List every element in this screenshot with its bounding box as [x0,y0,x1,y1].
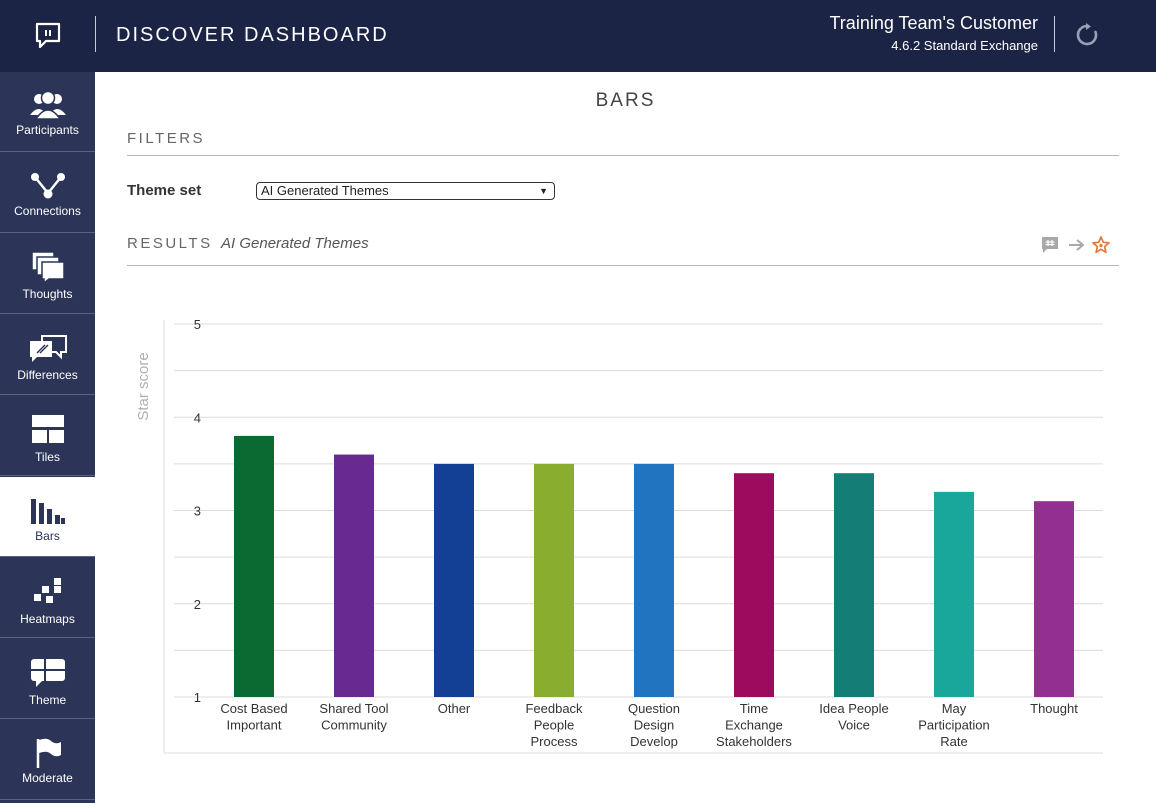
bar[interactable] [434,463,474,697]
sidebar-item-label: Heatmaps [20,612,75,626]
app-logo[interactable] [0,0,95,72]
x-tick-label: Question [628,701,680,716]
theme-set-select[interactable]: AI Generated Themes ▼ [256,182,555,200]
differences-icon [0,329,95,367]
bar-chart: 1 2 3 4 5 Star score Cost Based Important Shared… [135,317,1103,754]
people-icon [0,86,95,124]
x-tick-label: Time [740,701,768,716]
chat-bubble-icon [35,22,60,49]
y-tick-label: 1 [194,690,201,705]
flag-icon [0,734,95,772]
sidebar-item-thoughts[interactable]: Thoughts [0,234,95,314]
comment-button[interactable] [1040,235,1060,255]
app-title: DISCOVER DASHBOARD [116,24,389,46]
export-button[interactable] [1066,235,1086,255]
x-tick-label: Cost Based [220,701,287,716]
header-divider [95,16,96,52]
bar[interactable] [234,435,274,697]
y-tick-label: 2 [194,597,201,612]
sidebar-item-bars[interactable]: Bars [0,477,95,557]
filters-divider [127,155,1119,156]
sidebar-item-theme[interactable]: Theme [0,639,95,719]
bar[interactable] [934,491,974,697]
bar[interactable] [534,463,574,697]
header-divider-right [1054,16,1055,52]
x-tick-label: Stakeholders [716,734,792,749]
x-tick-label: Design [634,718,674,733]
bar[interactable] [734,473,774,697]
sidebar-item-moderate[interactable]: Moderate [0,720,95,800]
sidebar-item-connections[interactable]: Connections [0,153,95,233]
x-tick-label: Other [438,701,471,716]
page-title: BARS [595,90,656,111]
bars-icon [0,491,95,529]
sidebar-item-label: Differences [17,368,78,382]
x-tick-label: Shared Tool [319,701,388,716]
x-tick-label: Thought [1030,701,1078,716]
theme-set-value: AI Generated Themes [261,183,389,198]
sidebar-item-tiles[interactable]: Tiles [0,396,95,476]
theme-icon [0,653,95,691]
sidebar-item-heatmaps[interactable]: Heatmaps [0,558,95,638]
x-tick-label: Feedback [525,701,583,716]
arrow-right-icon [1069,239,1084,251]
x-tick-label: Exchange [725,718,783,733]
x-tick-label: Important [227,718,282,733]
version-label: 4.6.2 Standard Exchange [891,38,1038,53]
sidebar-item-label: Theme [28,693,67,707]
bar[interactable] [1034,501,1074,697]
customer-name: Training Team's Customer [829,13,1038,33]
x-tick-label: Develop [630,734,678,749]
thoughts-icon [0,248,95,286]
results-subtitle: AI Generated Themes [221,235,369,252]
refresh-button[interactable] [1074,22,1100,48]
bar[interactable] [334,454,374,697]
y-tick-label: 4 [194,410,201,425]
sidebar-item-label: Thoughts [22,287,73,301]
comment-icon [1042,237,1058,253]
x-tick-label: Participation [918,718,990,733]
results-divider [127,265,1119,266]
results-heading: RESULTS [127,235,213,252]
chevron-down-icon: ▼ [539,186,548,196]
x-tick-label: Community [321,718,387,733]
theme-set-label: Theme set [127,182,202,199]
filters-heading: FILTERS [127,130,206,147]
x-tick-label: May [942,701,967,716]
sidebar-item-differences[interactable]: Differences [0,315,95,395]
sidebar-item-participants[interactable]: Participants [0,72,95,152]
sidebar-item-label: Moderate [22,771,73,785]
tiles-icon [0,410,95,448]
x-tick-label: Process [531,734,578,749]
favorite-button[interactable] [1091,235,1111,255]
sidebar-item-label: Bars [35,529,60,543]
heatmap-icon [0,572,95,610]
star-icon [1092,236,1110,254]
top-bar: DISCOVER DASHBOARD Training Team's Custo… [0,0,1156,72]
connections-icon [0,167,95,205]
sidebar-item-label: Tiles [35,450,60,464]
sidebar-item-label: Connections [14,204,81,218]
x-tick-label: Voice [838,718,870,733]
x-tick-label: Rate [940,734,967,749]
x-tick-label: Idea People [819,701,888,716]
sidebar-item-label: Participants [16,123,79,137]
sidebar: Participants Connections Thoughts [0,72,95,803]
refresh-icon [1076,23,1098,46]
bar[interactable] [834,473,874,697]
y-tick-label: 5 [194,317,201,332]
x-tick-label: People [534,718,574,733]
y-axis-label: Star score [135,352,152,420]
y-tick-label: 3 [194,504,201,519]
bar[interactable] [634,463,674,697]
